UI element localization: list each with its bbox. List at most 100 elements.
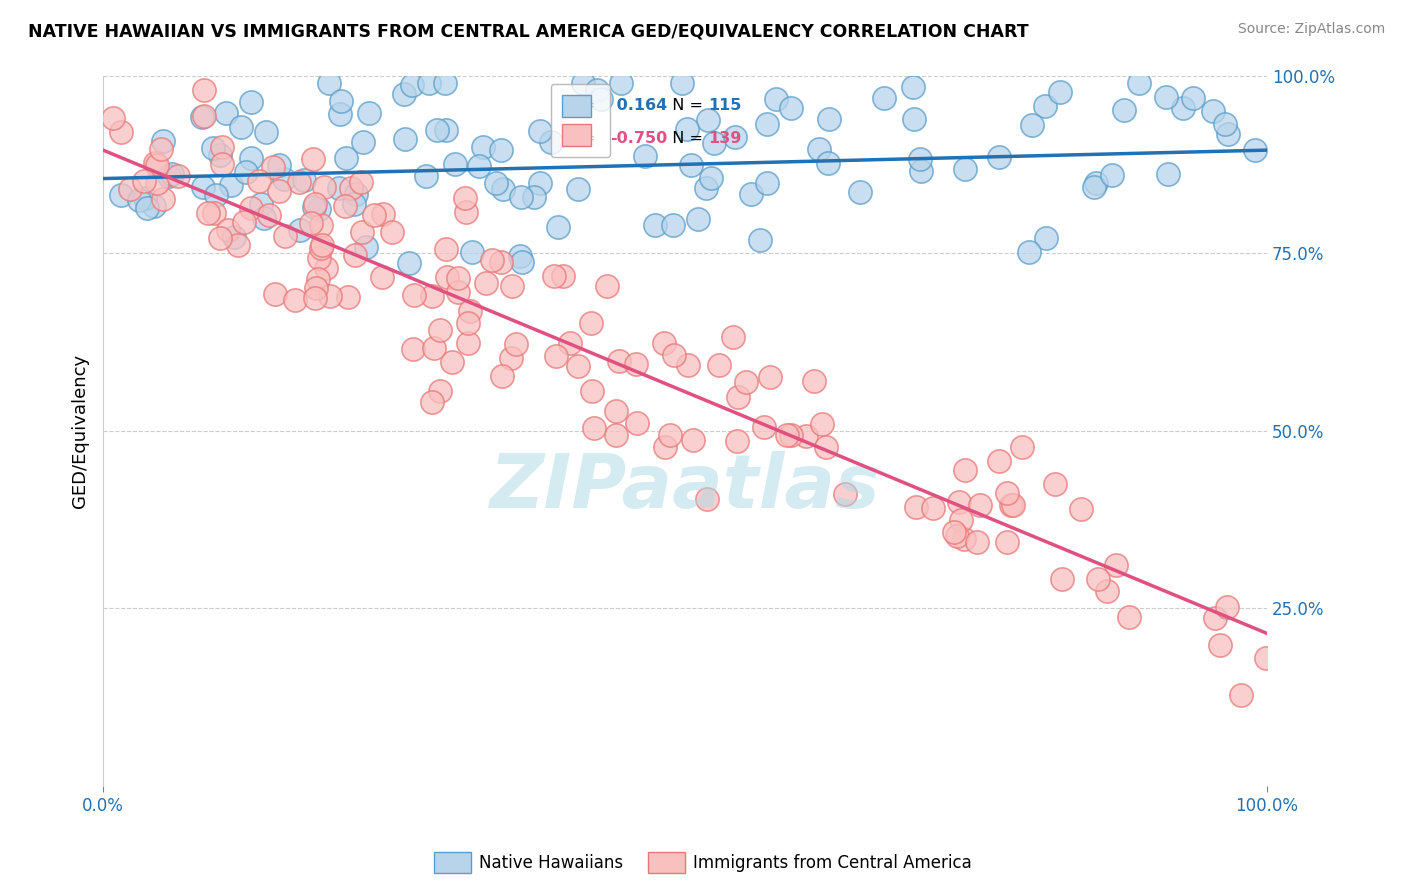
Point <box>1114 103 1136 117</box>
Point <box>679 158 702 172</box>
Point <box>779 102 801 116</box>
Point <box>529 176 551 190</box>
Point <box>1043 476 1066 491</box>
Point <box>457 336 479 351</box>
Point <box>634 149 657 163</box>
Point <box>499 351 522 366</box>
Point <box>910 164 932 178</box>
Point <box>803 374 825 388</box>
Point <box>1244 143 1267 157</box>
Point <box>211 140 233 154</box>
Point <box>1216 128 1239 142</box>
Point <box>510 189 533 203</box>
Point <box>765 92 787 106</box>
Point <box>433 76 456 90</box>
Point <box>143 199 166 213</box>
Point <box>581 384 603 398</box>
Point <box>262 160 284 174</box>
Point <box>434 122 457 136</box>
Point <box>193 109 215 123</box>
Point <box>453 191 475 205</box>
Point <box>398 256 420 270</box>
Point <box>780 427 803 442</box>
Point <box>644 218 666 232</box>
Point <box>264 286 287 301</box>
Point <box>363 208 385 222</box>
Point <box>544 349 567 363</box>
Point <box>336 290 359 304</box>
Point <box>269 184 291 198</box>
Point <box>814 440 837 454</box>
Point <box>221 178 243 192</box>
Point <box>426 123 449 137</box>
Point <box>314 180 336 194</box>
Point <box>394 132 416 146</box>
Point <box>101 111 124 125</box>
Point <box>1128 76 1150 90</box>
Point <box>491 368 513 383</box>
Point <box>662 218 685 232</box>
Point <box>302 152 325 166</box>
Point <box>1000 498 1022 512</box>
Point <box>586 83 609 97</box>
Point <box>134 190 156 204</box>
Point <box>688 212 710 227</box>
Point <box>969 499 991 513</box>
Point <box>229 120 252 134</box>
Point <box>671 76 693 90</box>
Point <box>905 500 928 515</box>
Point <box>1105 558 1128 573</box>
Point <box>145 176 167 190</box>
Point <box>817 156 839 170</box>
Point <box>328 181 350 195</box>
Point <box>302 200 325 214</box>
Point <box>1101 168 1123 182</box>
Point <box>1033 99 1056 113</box>
Point <box>208 148 231 162</box>
Point <box>735 375 758 389</box>
Point <box>292 172 315 186</box>
Point <box>429 323 451 337</box>
Point <box>1050 572 1073 586</box>
Point <box>307 271 329 285</box>
Point <box>110 187 132 202</box>
Point <box>191 180 214 194</box>
Point <box>423 341 446 355</box>
Text: 139: 139 <box>709 131 742 146</box>
Point <box>605 404 627 418</box>
Text: 0.164: 0.164 <box>610 98 666 112</box>
Point <box>370 270 392 285</box>
Point <box>543 268 565 283</box>
Point <box>394 87 416 102</box>
Point <box>343 197 366 211</box>
Point <box>457 316 479 330</box>
Point <box>1018 245 1040 260</box>
Point <box>817 112 839 126</box>
Point <box>273 229 295 244</box>
Point <box>1011 440 1033 454</box>
Point <box>758 369 780 384</box>
Point <box>254 125 277 139</box>
Point <box>371 207 394 221</box>
Point <box>901 80 924 95</box>
Point <box>988 454 1011 468</box>
Point <box>309 219 332 233</box>
Point <box>489 143 512 157</box>
Legend: Native Hawaiians, Immigrants from Central America: Native Hawaiians, Immigrants from Centra… <box>427 846 979 880</box>
Point <box>284 293 307 307</box>
Point <box>157 169 180 184</box>
Point <box>755 176 778 190</box>
Point <box>402 342 425 356</box>
Point <box>509 249 531 263</box>
Y-axis label: GED/Equivalency: GED/Equivalency <box>72 354 89 508</box>
Point <box>160 167 183 181</box>
Point <box>315 261 337 276</box>
Point <box>420 289 443 303</box>
Point <box>152 192 174 206</box>
Text: 115: 115 <box>709 98 742 112</box>
Point <box>794 428 817 442</box>
Point <box>273 172 295 186</box>
Point <box>330 95 353 109</box>
Point <box>551 269 574 284</box>
Point <box>253 211 276 225</box>
